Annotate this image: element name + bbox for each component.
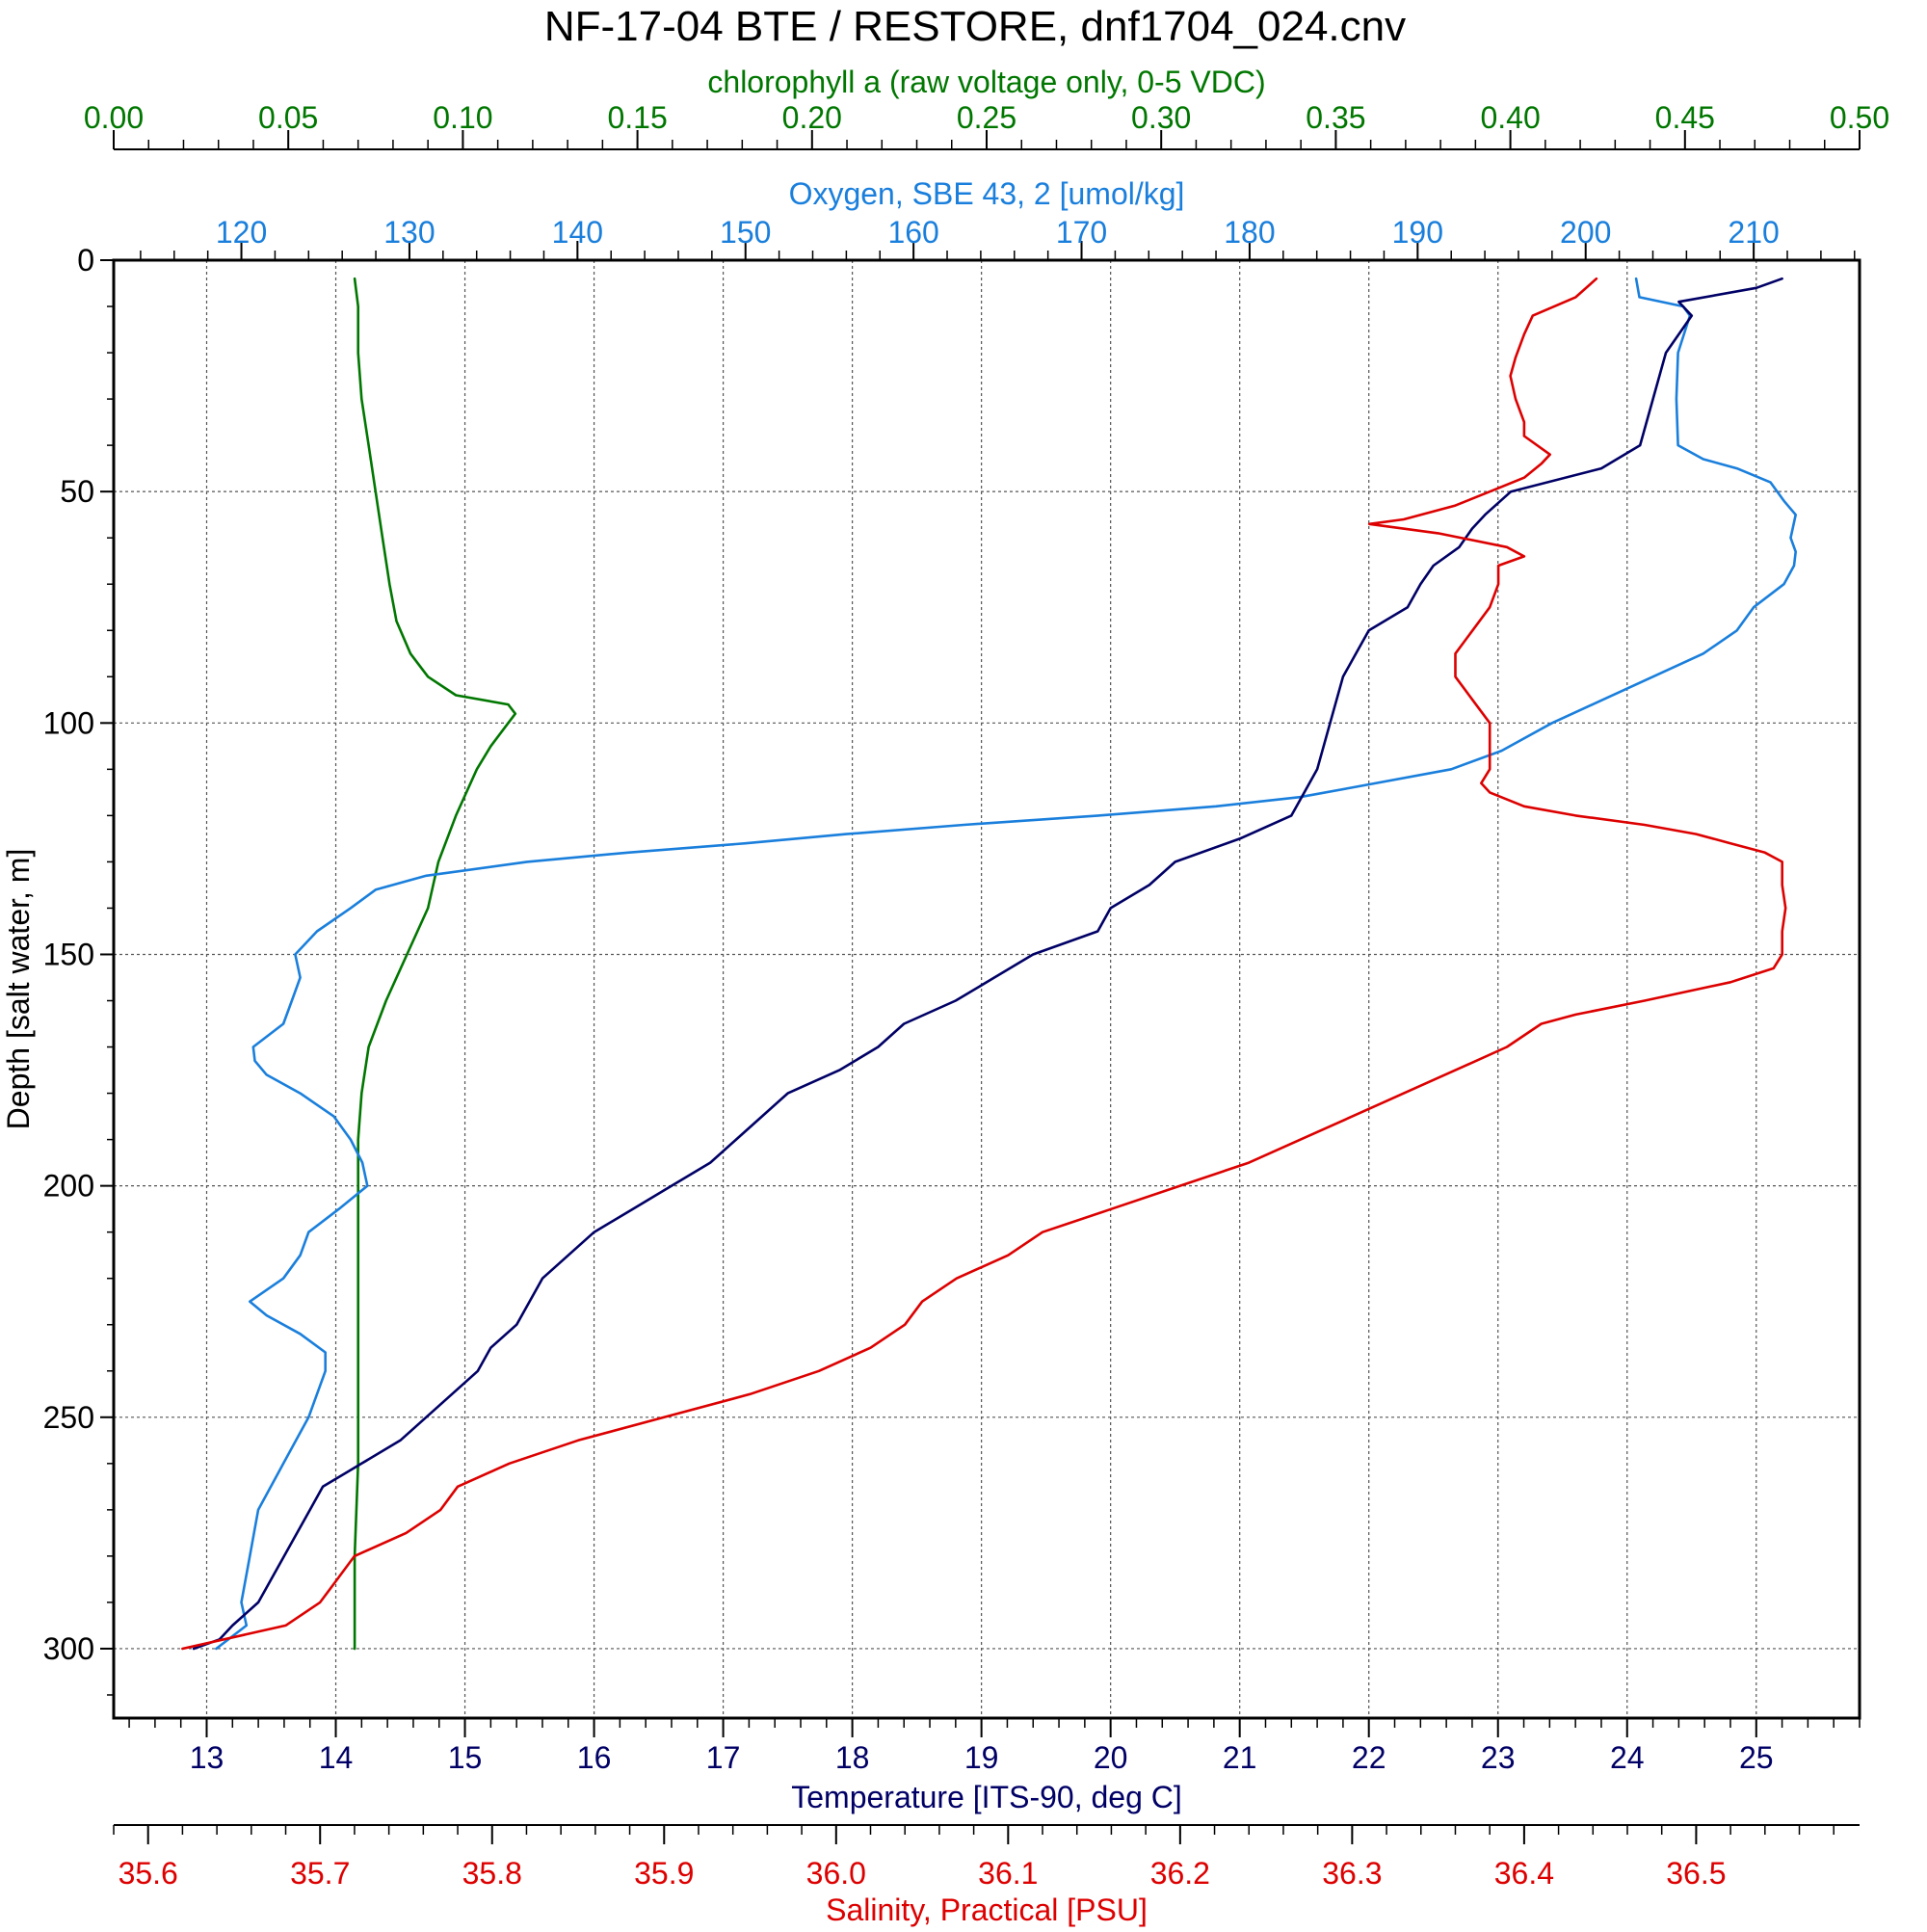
chlorophyll-tick-label: 0.15: [607, 100, 667, 135]
temperature-tick-label: 14: [319, 1740, 354, 1775]
y-axis-label: Depth [salt water, m]: [1, 849, 36, 1130]
salinity-tick-label: 35.7: [290, 1856, 350, 1891]
y-tick-label: 150: [43, 937, 94, 971]
temperature-tick-label: 15: [448, 1740, 483, 1775]
chlorophyll-tick-label: 0.45: [1655, 100, 1715, 135]
oxygen-axis-label: Oxygen, SBE 43, 2 [umol/kg]: [789, 176, 1185, 211]
chlorophyll-tick-label: 0.30: [1131, 100, 1191, 135]
oxygen-tick-label: 130: [383, 215, 435, 250]
oxygen-tick-label: 190: [1392, 215, 1443, 250]
oxygen-tick-label: 210: [1728, 215, 1779, 250]
chlorophyll-tick-label: 0.10: [433, 100, 492, 135]
temperature-tick-label: 18: [835, 1740, 870, 1775]
oxygen-tick-label: 150: [720, 215, 771, 250]
salinity-tick-label: 36.5: [1666, 1856, 1726, 1891]
y-tick-label: 250: [43, 1400, 94, 1435]
chlorophyll-profile-line: [353, 277, 517, 1651]
chart-title: NF-17-04 BTE / RESTORE, dnf1704_024.cnv: [544, 3, 1406, 50]
temperature-axis: 13 14 15 16 17 18 19 20 21 22 23 24 25 Temperature [I…: [128, 1718, 1861, 1814]
chlorophyll-tick-label: 0.35: [1306, 100, 1365, 135]
temperature-tick-label: 16: [577, 1740, 612, 1775]
temperature-profile-line: [192, 277, 1783, 1651]
temperature-tick-label: 21: [1223, 1740, 1257, 1775]
salinity-tick-label: 35.6: [119, 1856, 178, 1891]
chlorophyll-tick-label: 0.25: [957, 100, 1016, 135]
oxygen-tick-label: 180: [1224, 215, 1275, 250]
salinity-axis: 35.6 35.7 35.8 35.9 36.0 36.1 36.2 36.3 36.4 36.5…: [113, 1824, 1860, 1927]
y-tick-label: 100: [43, 705, 94, 740]
salinity-tick-label: 36.0: [806, 1856, 866, 1891]
salinity-tick-label: 36.1: [978, 1856, 1038, 1891]
grid: [114, 260, 1860, 1718]
chlorophyll-axis-label: chlorophyll a (raw voltage only, 0-5 VDC…: [707, 65, 1265, 99]
oxygen-axis: 120 130 140 150 160 170 180 190 200 210 Oxygen, SB…: [140, 176, 1856, 260]
chlorophyll-tick-label: 0.20: [782, 100, 842, 135]
y-tick-label: 50: [60, 474, 94, 509]
salinity-axis-label: Salinity, Practical [PSU]: [826, 1892, 1148, 1927]
salinity-tick-label: 35.8: [462, 1856, 522, 1891]
chlorophyll-tick-label: 0.05: [258, 100, 318, 135]
plot-frame: [112, 258, 1861, 1720]
series-lines: [181, 277, 1797, 1651]
oxygen-tick-label: 170: [1056, 215, 1107, 250]
temperature-tick-label: 24: [1610, 1740, 1645, 1775]
temperature-axis-label: Temperature [ITS-90, deg C]: [791, 1780, 1182, 1814]
salinity-profile-line: [181, 277, 1787, 1651]
y-tick-label: 0: [77, 243, 94, 278]
salinity-tick-label: 36.4: [1494, 1856, 1554, 1891]
oxygen-tick-label: 160: [887, 215, 938, 250]
temperature-tick-label: 17: [706, 1740, 741, 1775]
axes: 0 50 100 150 200 250 300 Depth [salt water, m] 0…: [1, 65, 1889, 1927]
temperature-tick-label: 22: [1352, 1740, 1386, 1775]
temperature-tick-label: 13: [190, 1740, 224, 1775]
salinity-tick-label: 36.3: [1322, 1856, 1382, 1891]
chlorophyll-tick-label: 0.50: [1830, 100, 1889, 135]
temperature-tick-label: 25: [1739, 1740, 1774, 1775]
temperature-tick-label: 23: [1481, 1740, 1516, 1775]
oxygen-tick-label: 200: [1560, 215, 1611, 250]
oxygen-tick-label: 120: [216, 215, 267, 250]
chlorophyll-axis: 0.00 0.05 0.10 0.15 0.20 0.25 0.30 0.35 0.40 0.45…: [84, 65, 1889, 150]
y-tick-label: 200: [43, 1169, 94, 1204]
chlorophyll-tick-label: 0.40: [1480, 100, 1540, 135]
oxygen-tick-label: 140: [552, 215, 603, 250]
salinity-tick-label: 35.9: [634, 1856, 694, 1891]
salinity-tick-label: 36.2: [1150, 1856, 1210, 1891]
temperature-tick-label: 20: [1094, 1740, 1128, 1775]
temperature-tick-label: 19: [964, 1740, 999, 1775]
y-tick-label: 300: [43, 1631, 94, 1666]
chlorophyll-tick-label: 0.00: [84, 100, 144, 135]
oxygen-profile-line: [215, 277, 1797, 1651]
